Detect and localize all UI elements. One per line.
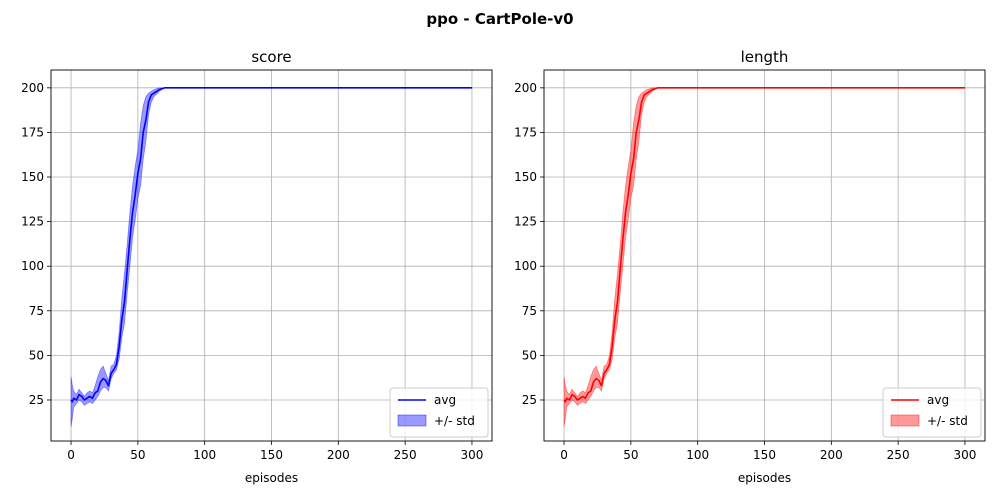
x-tick-label: 150 bbox=[753, 448, 776, 462]
x-tick-label: 200 bbox=[820, 448, 843, 462]
legend-std-swatch bbox=[397, 414, 427, 427]
y-tick-label: 150 bbox=[514, 170, 537, 184]
legend-avg-label: avg bbox=[434, 393, 456, 407]
length-panel: length 0 50 100 150 200 250 300 25 50 75 100 125 150 1… bbox=[514, 48, 986, 485]
y-tick-label: 150 bbox=[21, 170, 44, 184]
y-tick-label: 175 bbox=[21, 125, 44, 139]
y-tick-label: 125 bbox=[514, 215, 537, 229]
x-tick-label: 200 bbox=[327, 448, 350, 462]
y-tick-label: 200 bbox=[21, 81, 44, 95]
y-tick-label: 175 bbox=[514, 125, 537, 139]
x-tick-label: 250 bbox=[887, 448, 910, 462]
x-axis-label: episodes bbox=[738, 471, 791, 485]
y-tick-label: 125 bbox=[21, 215, 44, 229]
legend-std-label: +/- std bbox=[434, 414, 475, 428]
legend-std-label: +/- std bbox=[927, 414, 968, 428]
x-tick-label: 300 bbox=[461, 448, 484, 462]
avg-line bbox=[70, 87, 472, 403]
x-tick-label: 150 bbox=[260, 448, 283, 462]
y-tick-label: 50 bbox=[522, 348, 537, 362]
y-tick-label: 200 bbox=[514, 81, 537, 95]
x-tick-label: 300 bbox=[954, 448, 977, 462]
avg-line bbox=[563, 87, 965, 403]
x-tick-label: 50 bbox=[130, 448, 145, 462]
y-tick-label: 75 bbox=[522, 304, 537, 318]
chart-title: score bbox=[251, 48, 291, 66]
legend-avg-label: avg bbox=[927, 393, 949, 407]
x-tick-label: 50 bbox=[623, 448, 638, 462]
y-tick-label: 75 bbox=[29, 304, 44, 318]
y-tick-label: 25 bbox=[29, 393, 44, 407]
x-tick-label: 0 bbox=[560, 448, 568, 462]
figure-suptitle: ppo - CartPole-v0 bbox=[426, 10, 573, 28]
score-panel: score 0 50 100 150 200 250 300 25 50 75 100 125 150 17… bbox=[21, 48, 493, 485]
y-tick-label: 25 bbox=[522, 393, 537, 407]
x-axis-label: episodes bbox=[245, 471, 298, 485]
x-tick-label: 0 bbox=[67, 448, 75, 462]
x-tick-label: 250 bbox=[394, 448, 417, 462]
x-tick-label: 100 bbox=[193, 448, 216, 462]
legend-std-swatch bbox=[890, 414, 920, 427]
x-tick-label: 100 bbox=[686, 448, 709, 462]
y-tick-label: 100 bbox=[21, 259, 44, 273]
y-tick-label: 50 bbox=[29, 348, 44, 362]
y-tick-label: 100 bbox=[514, 259, 537, 273]
chart-title: length bbox=[741, 48, 789, 66]
